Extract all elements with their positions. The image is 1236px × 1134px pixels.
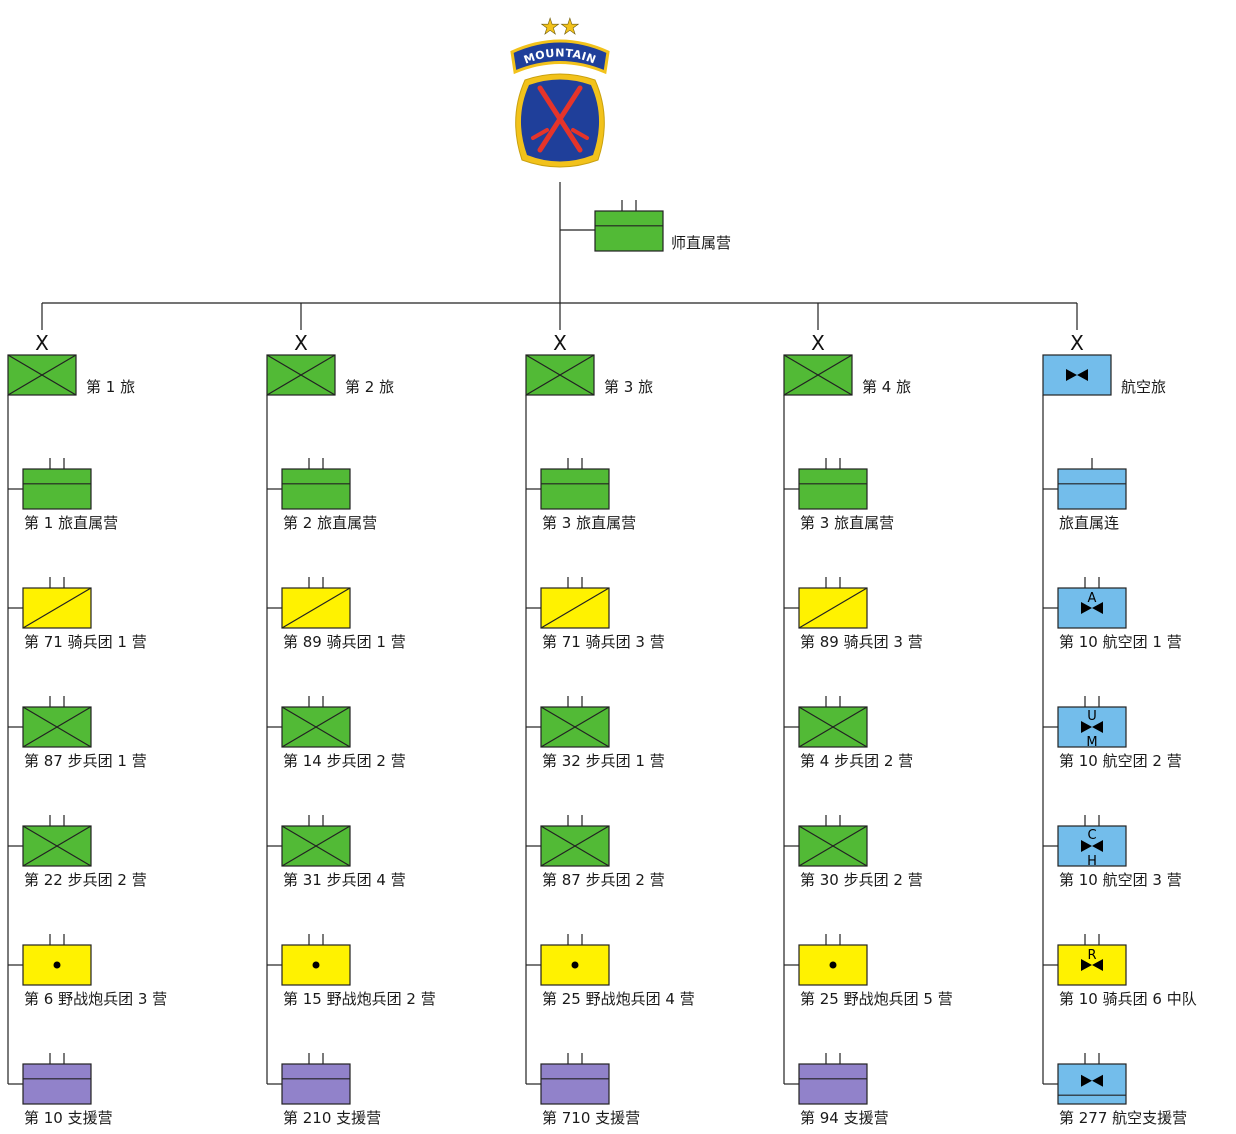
unit-frame: [798, 468, 868, 510]
aviation-bowtie-icon: [1081, 602, 1103, 614]
mountain-tab-text: MOUNTAIN: [522, 46, 598, 66]
infantry-cross-line: [22, 825, 92, 867]
unit-letter: H: [1087, 854, 1097, 869]
unit-symbol: [540, 706, 610, 748]
cavalry-slash-line: [281, 587, 351, 629]
unit-letter: C: [1087, 828, 1096, 843]
unit-symbol: [22, 587, 92, 629]
unit-letter: R: [1087, 948, 1096, 963]
infantry-cross-line: [281, 825, 351, 867]
unit-frame: [594, 210, 664, 252]
crossed-swords-icon: [531, 85, 589, 153]
unit-frame: [22, 1063, 92, 1105]
unit-symbol: [540, 468, 610, 510]
unit-symbol: [798, 1063, 868, 1105]
brigade-echelon-marker: X: [294, 331, 308, 355]
unit-symbol: [281, 587, 351, 629]
infantry-cross-line: [281, 706, 351, 748]
brigade-echelon-marker: X: [35, 331, 49, 355]
unit-symbol: [22, 1063, 92, 1105]
mountain-tab-label: MOUNTAIN: [522, 46, 597, 66]
unit-symbol: [1057, 1063, 1127, 1105]
unit-symbol: [540, 944, 610, 986]
artillery-dot-icon: [53, 961, 61, 969]
brigade-symbol: [7, 354, 77, 396]
aviation-bowtie-icon: [1081, 721, 1103, 733]
unit-symbol: [22, 825, 92, 867]
connector-lines: [7, 182, 1078, 1085]
unit-symbol: [798, 468, 868, 510]
unit-symbol: UM: [1057, 706, 1127, 750]
brigade-symbol: [783, 354, 853, 396]
unit-frame: [1057, 1063, 1127, 1105]
infantry-cross-line: [266, 354, 336, 396]
unit-frame: [540, 468, 610, 510]
infantry-cross-line: [22, 706, 92, 748]
rank-stars: ★★: [540, 15, 579, 40]
unit-frame: [540, 1063, 610, 1105]
artillery-dot-icon: [829, 961, 837, 969]
unit-frame: [281, 1063, 351, 1105]
cavalry-slash-line: [798, 587, 868, 629]
aviation-bowtie-icon: [1066, 369, 1088, 381]
unit-symbol: [281, 825, 351, 867]
infantry-cross-line: [798, 706, 868, 748]
artillery-dot-icon: [312, 961, 320, 969]
brigade-echelon-marker: X: [553, 331, 567, 355]
aviation-bowtie-icon: [1081, 840, 1103, 852]
unit-symbol: R: [1057, 944, 1127, 986]
unit-symbols: X X X X X A UM CH R: [7, 200, 1127, 1105]
unit-symbol: [22, 944, 92, 986]
unit-symbol: [540, 587, 610, 629]
infantry-cross-line: [7, 354, 77, 396]
unit-symbol: [540, 825, 610, 867]
unit-symbol: [1057, 468, 1127, 510]
unit-symbol: [281, 1063, 351, 1105]
division-hq-symbol: [594, 210, 664, 252]
unit-symbol: CH: [1057, 825, 1127, 869]
unit-symbol: [798, 587, 868, 629]
infantry-cross-line: [540, 825, 610, 867]
unit-symbol: [22, 468, 92, 510]
brigade-symbol: [266, 354, 336, 396]
artillery-dot-icon: [571, 961, 579, 969]
division-insignia: ★★ MOUNTAIN: [510, 15, 610, 168]
unit-letter: U: [1087, 709, 1097, 724]
unit-symbol: [798, 706, 868, 748]
unit-frame: [1057, 587, 1127, 629]
brigade-symbol: [1042, 354, 1112, 396]
brigade-echelon-marker: X: [811, 331, 825, 355]
unit-frame: [22, 468, 92, 510]
unit-frame: [1057, 468, 1127, 510]
aviation-bowtie-icon: [1081, 1074, 1103, 1087]
unit-letter: A: [1088, 591, 1097, 606]
infantry-cross-line: [798, 825, 868, 867]
unit-symbol: [281, 706, 351, 748]
mountain-tab: [510, 39, 610, 75]
unit-symbol: [798, 944, 868, 986]
cavalry-slash-line: [540, 587, 610, 629]
cavalry-slash-line: [22, 587, 92, 629]
unit-symbol: [798, 825, 868, 867]
infantry-cross-line: [540, 706, 610, 748]
unit-symbol: [540, 1063, 610, 1105]
aviation-bowtie-icon: [1081, 959, 1103, 971]
unit-frame: [281, 468, 351, 510]
infantry-cross-line: [783, 354, 853, 396]
brigade-echelon-marker: X: [1070, 331, 1084, 355]
unit-symbol: [22, 706, 92, 748]
unit-frame: [798, 1063, 868, 1105]
brigade-symbol: [525, 354, 595, 396]
unit-symbol: [281, 468, 351, 510]
unit-symbol: A: [1057, 587, 1127, 629]
unit-letter: M: [1086, 735, 1097, 750]
unit-symbol: [281, 944, 351, 986]
infantry-cross-line: [525, 354, 595, 396]
